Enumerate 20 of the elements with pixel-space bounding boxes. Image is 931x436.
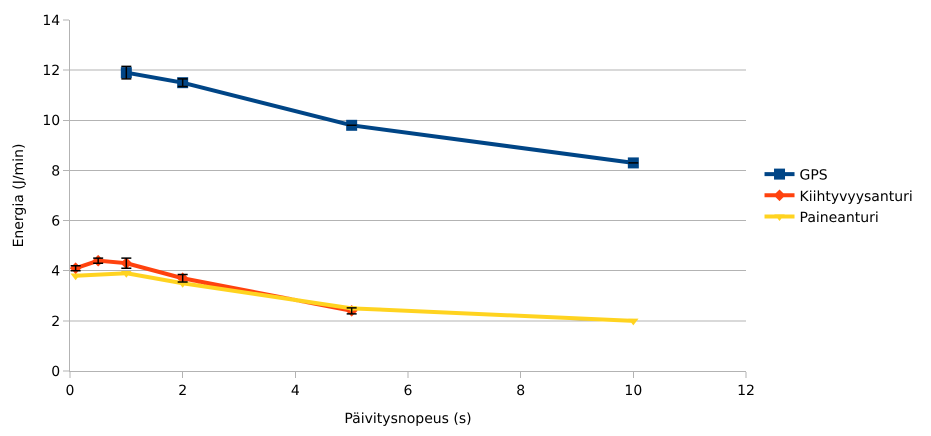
x-tick-label: 10 — [624, 382, 642, 399]
y-tick-label: 12 — [42, 63, 60, 80]
legend-label: Kiihtyvyysanturi — [800, 188, 913, 205]
y-tick-label: 8 — [51, 163, 60, 180]
y-axis-title: Energia (J/min) — [10, 144, 27, 248]
y-tick-label: 0 — [51, 364, 60, 380]
x-tick-label: 0 — [66, 382, 74, 399]
y-tick-label: 2 — [51, 314, 60, 330]
x-tick-label: 4 — [290, 382, 300, 399]
x-tick-label: 6 — [404, 382, 413, 399]
legend-label: Paineanturi — [800, 210, 879, 226]
y-tick-label: 6 — [51, 213, 60, 230]
x-tick-label: 2 — [178, 382, 188, 399]
x-tick-label: 12 — [737, 382, 755, 399]
legend-label: GPS — [800, 168, 828, 184]
y-tick-label: 10 — [42, 113, 60, 130]
y-tick-label: 14 — [42, 12, 60, 29]
x-axis-title: Päivitysnopeus (s) — [344, 411, 472, 428]
x-tick-label: 8 — [516, 382, 526, 399]
y-tick-label: 4 — [51, 264, 60, 280]
